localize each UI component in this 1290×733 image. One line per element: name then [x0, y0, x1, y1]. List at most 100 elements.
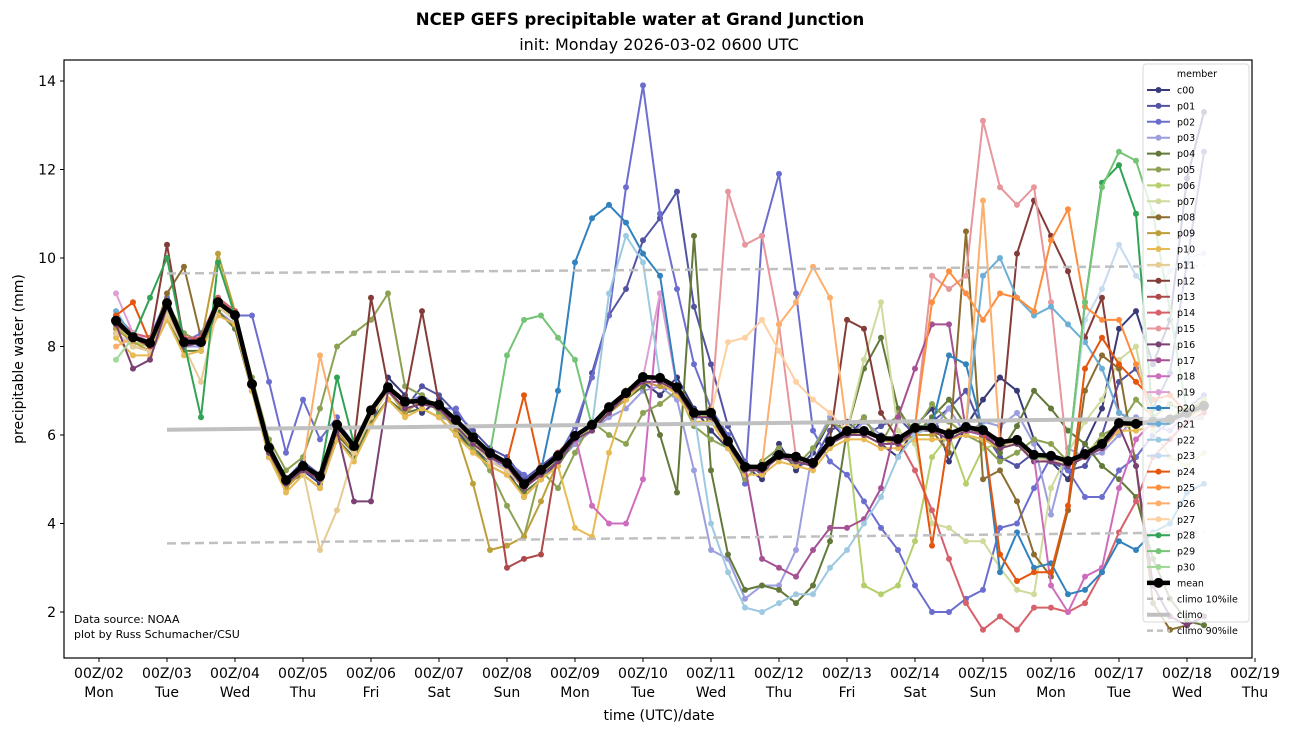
series-point-p05 [504, 502, 510, 509]
mean-point [893, 434, 903, 444]
legend-label: p20 [1177, 404, 1195, 415]
series-point-p10 [436, 414, 442, 421]
series-point-c00 [1065, 476, 1071, 483]
legend-label: p25 [1177, 483, 1195, 494]
mean-point [859, 426, 869, 436]
legend-marker [1155, 516, 1162, 523]
series-point-p20 [997, 569, 1003, 576]
series-point-p18 [640, 476, 646, 483]
series-point-p20 [657, 272, 663, 279]
series-point-p22 [708, 520, 714, 527]
series-point-p29 [1116, 148, 1122, 155]
series-point-p02 [283, 449, 289, 456]
series-point-p17 [895, 414, 901, 421]
mean-point [349, 441, 359, 452]
x-tick-label-time: 00Z/14 [890, 666, 940, 682]
legend-entry-p25: p25 [1147, 483, 1195, 494]
series-point-p03 [1031, 440, 1037, 447]
series-point-p24 [997, 551, 1003, 558]
series-point-p24 [1116, 361, 1122, 368]
legend-entry-p19: p19 [1147, 388, 1195, 399]
chart-title: NCEP GEFS precipitable water at Grand Ju… [416, 10, 864, 29]
series-point-p25 [1065, 206, 1071, 213]
series-point-p18 [1048, 582, 1054, 589]
legend-entry-p01: p01 [1147, 101, 1195, 112]
x-axis: 00Z/02 Mon 00Z/03 Tue 00Z/04 Wed 00Z/05 Thu 00Z/… [74, 658, 1280, 701]
series-point-p24 [521, 392, 527, 399]
legend-label: p09 [1177, 229, 1195, 240]
y-tick-label: 6 [47, 428, 56, 444]
series-point-p17 [912, 365, 918, 372]
legend-marker [1155, 357, 1162, 364]
x-tick-label-day: Thu [765, 685, 792, 701]
series-point-p05 [997, 458, 1003, 465]
x-tick-label-time: 00Z/19 [1230, 666, 1280, 682]
series-point-c00 [708, 427, 714, 434]
legend-entry-climo-90-ile: climo 90%ile [1147, 626, 1238, 637]
series-point-p05 [776, 445, 782, 452]
mean-point [944, 429, 954, 440]
series-point-p02 [1031, 485, 1037, 492]
legend-marker [1155, 277, 1162, 284]
series-point-p08 [1082, 387, 1088, 394]
series-point-p14 [912, 467, 918, 474]
series-point-p25 [1031, 308, 1037, 315]
series-point-p10 [878, 445, 884, 452]
x-tick-label-time: 00Z/08 [482, 666, 532, 682]
series-point-p18 [1065, 609, 1071, 615]
series-point-p10 [844, 436, 850, 443]
series-point-p29 [1133, 157, 1139, 164]
mean-point [213, 297, 223, 308]
climo-line-climo-10-ile [166, 531, 1205, 545]
legend-entry-p03: p03 [1147, 133, 1195, 144]
mean-point [910, 422, 920, 433]
legend-label: p24 [1177, 467, 1195, 478]
series-point-p20 [963, 361, 969, 368]
mean-point [485, 448, 495, 459]
series-point-p10 [929, 436, 935, 443]
series-line-p25 [115, 208, 1205, 485]
series-point-p10 [453, 432, 459, 438]
series-point-p11 [334, 507, 340, 514]
x-tick-label-day: Tue [630, 685, 655, 701]
series-point-p15 [997, 184, 1003, 191]
legend-label: p07 [1177, 197, 1195, 208]
series-point-p08 [1099, 352, 1105, 359]
legend-entry-p14: p14 [1147, 308, 1195, 319]
series-point-p17 [759, 555, 765, 562]
legend-entry-p15: p15 [1147, 324, 1195, 335]
mean-point [111, 315, 121, 326]
series-point-p15 [1048, 299, 1054, 306]
series-point-p10 [776, 458, 782, 465]
legend-label: p30 [1177, 563, 1195, 574]
legend-entry-p08: p08 [1147, 213, 1195, 224]
series-point-p03 [793, 547, 799, 553]
series-point-p17 [946, 321, 952, 328]
series-point-p09 [487, 547, 493, 553]
series-point-p04 [776, 586, 782, 593]
mean-point [638, 372, 648, 382]
series-point-p04 [1201, 622, 1207, 629]
series-point-p13 [538, 551, 544, 558]
series-point-c00 [1099, 405, 1105, 412]
legend: member c00 p01 p02 p03 p04 p05 p06 p07 p08 p09 p10… [1142, 63, 1250, 637]
series-point-p13 [521, 555, 527, 562]
mean-point [791, 451, 801, 462]
x-tick-label-day: Sat [904, 685, 927, 701]
series-point-p04 [674, 489, 680, 496]
mean-point [298, 461, 308, 471]
legend-marker [1155, 564, 1162, 570]
mean-point [196, 337, 206, 348]
series-point-p10 [130, 352, 136, 359]
mean-point [774, 449, 784, 460]
series-point-p02 [844, 471, 850, 478]
x-tick-label-day: Sun [970, 685, 997, 701]
series-point-p02 [266, 378, 272, 385]
series-point-p02 [1116, 467, 1122, 474]
series-point-c00 [1133, 308, 1139, 315]
series-point-p06 [929, 454, 935, 461]
mean-point [1114, 418, 1124, 429]
series-point-p02 [827, 458, 833, 465]
x-tick-label-time: 00Z/04 [210, 666, 260, 682]
series-point-p08 [181, 263, 187, 270]
